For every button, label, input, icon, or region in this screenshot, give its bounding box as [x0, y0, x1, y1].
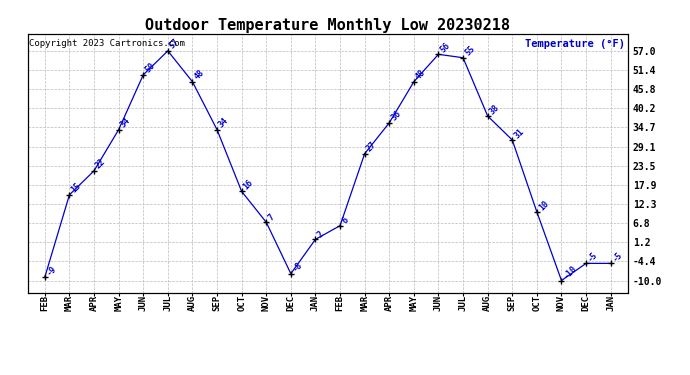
Text: 48: 48	[414, 68, 427, 82]
Text: 57: 57	[168, 38, 181, 51]
Text: 34: 34	[217, 116, 230, 130]
Text: 10: 10	[537, 198, 551, 212]
Text: Temperature (°F): Temperature (°F)	[525, 39, 625, 49]
Text: 56: 56	[438, 41, 452, 54]
Text: 31: 31	[512, 126, 526, 140]
Title: Outdoor Temperature Monthly Low 20230218: Outdoor Temperature Monthly Low 20230218	[146, 18, 510, 33]
Text: 2: 2	[315, 230, 326, 239]
Text: 6: 6	[340, 216, 350, 226]
Text: 27: 27	[364, 140, 378, 154]
Text: 22: 22	[94, 158, 108, 171]
Text: 16: 16	[241, 178, 255, 191]
Text: -10: -10	[562, 264, 578, 280]
Text: -8: -8	[291, 260, 304, 274]
Text: -5: -5	[611, 250, 624, 263]
Text: 36: 36	[389, 110, 403, 123]
Text: 38: 38	[488, 103, 501, 116]
Text: Copyright 2023 Cartronics.com: Copyright 2023 Cartronics.com	[29, 39, 185, 48]
Text: 50: 50	[144, 62, 157, 75]
Text: 15: 15	[70, 182, 83, 195]
Text: 48: 48	[193, 68, 206, 82]
Text: 7: 7	[266, 212, 276, 222]
Text: 55: 55	[463, 44, 477, 58]
Text: -5: -5	[586, 250, 600, 263]
Text: 34: 34	[119, 116, 132, 130]
Text: -9: -9	[45, 264, 58, 277]
